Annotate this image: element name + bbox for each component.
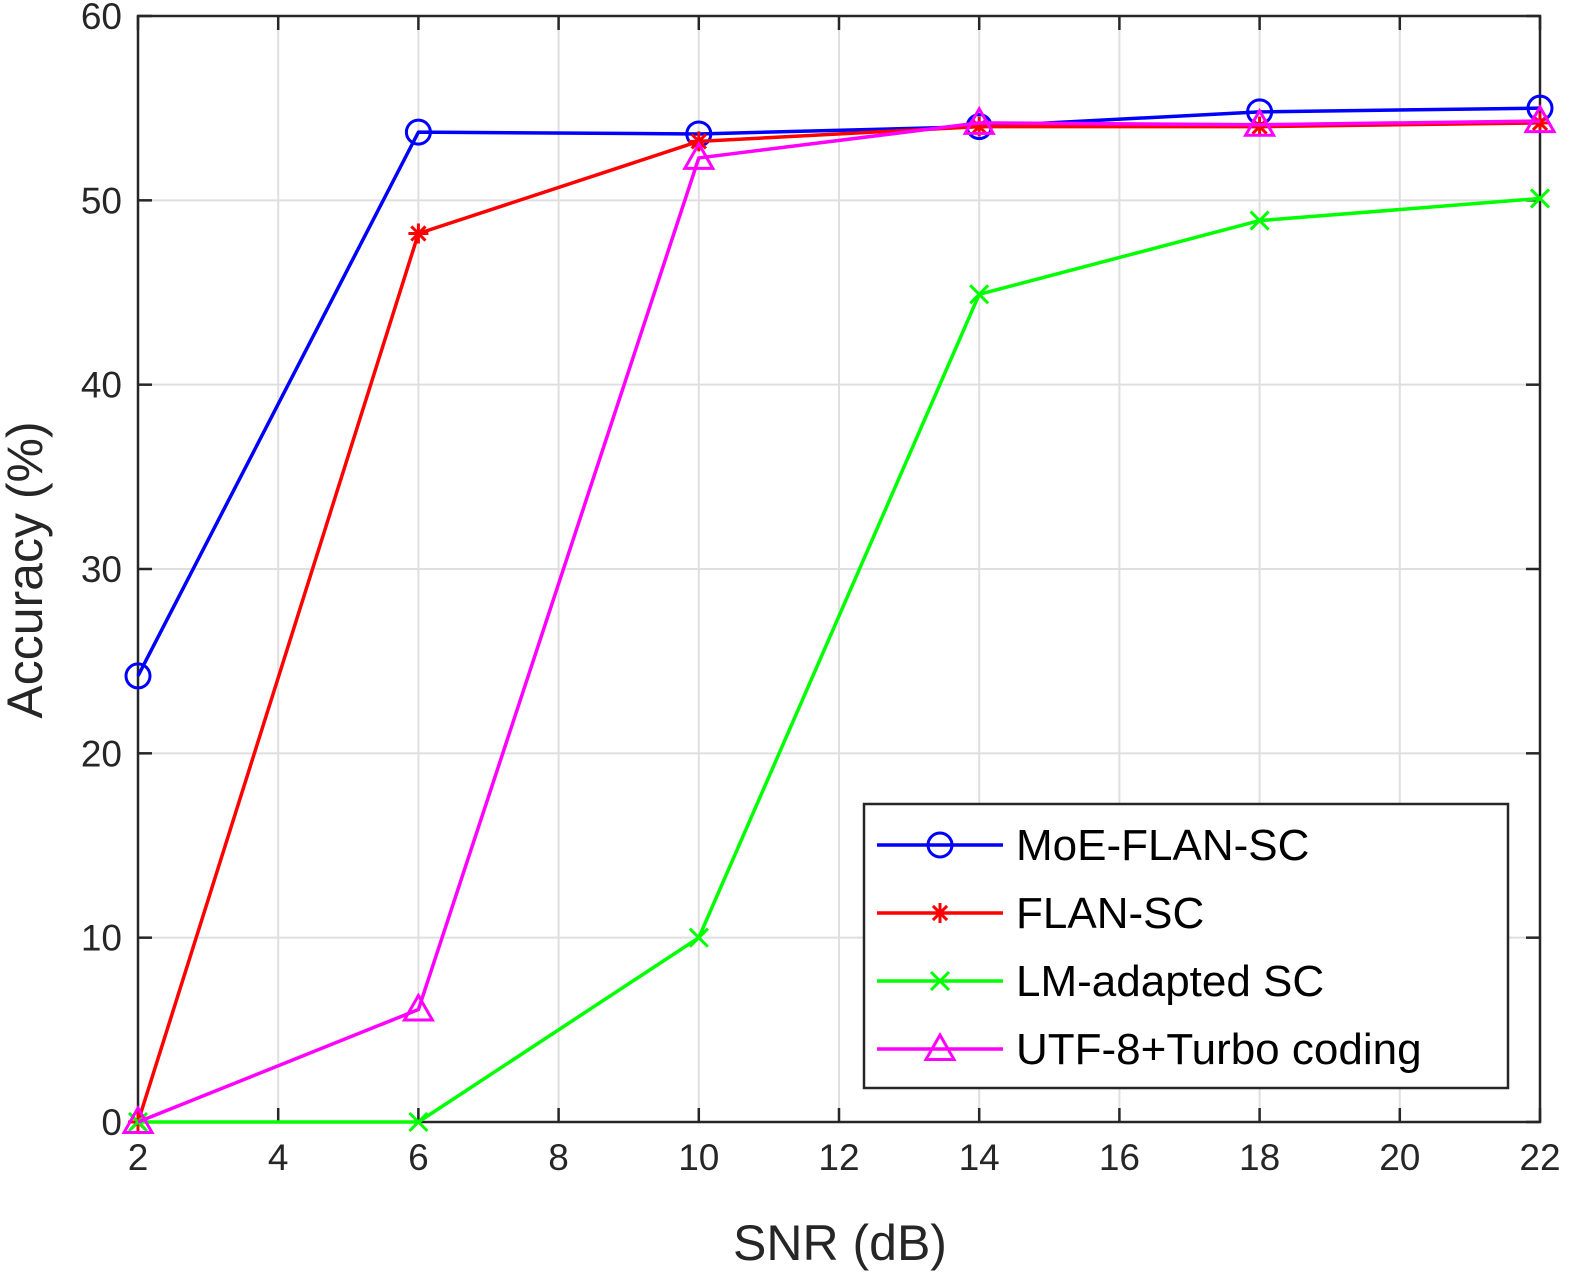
- y-tick-label-50: 50: [81, 180, 122, 221]
- legend-marker-flan-sc-d2: [931, 904, 949, 922]
- legend-box: [862, 802, 1510, 1090]
- legend-marker-lm-adapted-sc-d2: [929, 970, 951, 992]
- y-tick-label-20: 20: [81, 733, 122, 774]
- data-point-utf-8-turbo-coding-6-shape: [401, 992, 435, 1022]
- data-point-utf-8-turbo-coding-2-shape: [121, 1104, 155, 1134]
- x-tick-label-16: 16: [1099, 1137, 1140, 1178]
- data-point-utf-8-turbo-coding-18: [1243, 107, 1277, 137]
- legend-item-flan-sc: FLAN-SC: [877, 889, 1204, 938]
- x-tick-label-20: 20: [1379, 1137, 1420, 1178]
- x-tick-label-14: 14: [959, 1137, 1000, 1178]
- data-point-flan-sc-22: [1530, 112, 1550, 133]
- x-tick-label-6: 6: [408, 1137, 429, 1178]
- data-point-lm-adapted-sc-10-d2: [688, 927, 709, 948]
- legend-marker-moe-flan-sc-shape: [926, 831, 954, 859]
- legend-label-flan-sc: FLAN-SC: [1016, 889, 1204, 938]
- data-point-lm-adapted-sc-6-d2: [408, 1111, 429, 1133]
- y-tick-label-60: 60: [81, 0, 122, 37]
- data-point-lm-adapted-sc-22-d2: [1529, 188, 1551, 209]
- data-point-lm-adapted-sc-14: [969, 284, 990, 305]
- data-point-utf-8-turbo-coding-14: [962, 105, 996, 135]
- data-point-moe-flan-sc-2-shape: [124, 662, 152, 690]
- series-moe-flan-sc: [124, 94, 1554, 690]
- y-tick-label-10: 10: [81, 918, 122, 959]
- data-point-utf-8-turbo-coding-22: [1523, 104, 1557, 134]
- series-utf-8-turbo-coding: [121, 104, 1557, 1134]
- data-point-lm-adapted-sc-14-d2: [969, 284, 990, 305]
- legend-label-lm-adapted-sc: LM-adapted SC: [1016, 957, 1324, 1006]
- x-tick-label-22: 22: [1519, 1137, 1560, 1178]
- axes-box: [136, 14, 1542, 1124]
- x-tick-label-4: 4: [268, 1137, 289, 1178]
- data-point-lm-adapted-sc-10: [688, 927, 709, 948]
- data-point-flan-sc-6-d2: [410, 225, 427, 242]
- legend-marker-utf-8-turbo-coding-shape: [923, 1031, 957, 1061]
- data-point-flan-sc-6: [408, 223, 429, 244]
- x-tick-label-12: 12: [818, 1137, 859, 1178]
- legend-label-moe-flan-sc: MoE-FLAN-SC: [1016, 821, 1309, 870]
- data-point-utf-8-turbo-coding-10: [682, 140, 716, 170]
- data-point-moe-flan-sc-6: [404, 118, 432, 146]
- data-point-lm-adapted-sc-18: [1249, 210, 1270, 231]
- legend-item-lm-adapted-sc: LM-adapted SC: [877, 957, 1324, 1006]
- y-tick-label-40: 40: [81, 365, 122, 406]
- data-point-moe-flan-sc-6-shape: [404, 118, 432, 146]
- data-point-moe-flan-sc-2: [124, 662, 152, 690]
- x-tick-label-2: 2: [128, 1137, 149, 1178]
- legend-label-utf-8-turbo-coding: UTF-8+Turbo coding: [1016, 1025, 1422, 1074]
- data-point-utf-8-turbo-coding-18-shape: [1243, 107, 1277, 137]
- legend-marker-moe-flan-sc: [926, 831, 954, 859]
- data-point-lm-adapted-sc-18-d2: [1249, 210, 1270, 231]
- legend-item-moe-flan-sc: MoE-FLAN-SC: [877, 821, 1309, 870]
- legend-marker-flan-sc: [930, 903, 950, 923]
- legend-item-utf-8-turbo-coding: UTF-8+Turbo coding: [877, 1025, 1422, 1074]
- x-tick-label-18: 18: [1239, 1137, 1280, 1178]
- legend-marker-lm-adapted-sc: [929, 970, 951, 992]
- series-lm-adapted-sc: [127, 188, 1551, 1133]
- series-line-lm-adapted-sc: [138, 196, 1541, 1124]
- series-line-moe-flan-sc: [136, 106, 1541, 677]
- x-tick-label-10: 10: [678, 1137, 719, 1178]
- data-point-utf-8-turbo-coding-14-shape: [962, 105, 996, 135]
- x-axis-title: SNR (dB): [733, 1215, 947, 1271]
- data-point-lm-adapted-sc-6: [408, 1111, 429, 1133]
- legend: MoE-FLAN-SC FLAN-SC LM-adapted SC UTF-8+Tur…: [862, 802, 1510, 1090]
- data-point-utf-8-turbo-coding-2: [121, 1104, 155, 1134]
- axes: 2 4 6 8 10 12 14 16 18 20 22 0 10 20 30 40 50 60: [81, 0, 1561, 1178]
- y-tick-label-0: 0: [101, 1102, 122, 1143]
- series: [121, 94, 1557, 1134]
- data-point-utf-8-turbo-coding-22-shape: [1523, 104, 1557, 134]
- data-point-flan-sc-18: [1249, 116, 1270, 137]
- data-point-lm-adapted-sc-22: [1529, 188, 1551, 209]
- data-point-utf-8-turbo-coding-6: [401, 992, 435, 1022]
- series-line-utf-8-turbo-coding: [137, 119, 1541, 1124]
- y-axis-title: Accuracy (%): [0, 421, 53, 718]
- series-line-flan-sc: [136, 121, 1541, 1123]
- data-point-utf-8-turbo-coding-10-shape: [682, 140, 716, 170]
- legend-marker-utf-8-turbo-coding: [923, 1031, 957, 1061]
- x-tick-label-8: 8: [548, 1137, 569, 1178]
- y-tick-label-30: 30: [81, 549, 122, 590]
